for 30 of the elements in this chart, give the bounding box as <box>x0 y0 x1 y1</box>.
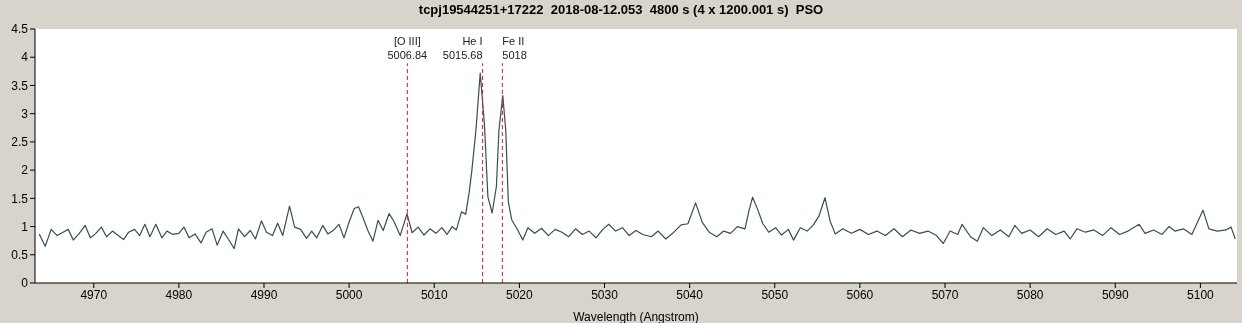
x-tick-label: 5080 <box>1016 287 1044 302</box>
y-tick-label: 4 <box>21 50 29 65</box>
y-tick-label: 3 <box>21 106 29 121</box>
x-tick-label: 5040 <box>676 287 704 302</box>
y-tick-label: 3.5 <box>11 78 29 93</box>
x-tick-label: 4970 <box>80 287 108 302</box>
y-tick-label: 1 <box>21 219 29 234</box>
y-tick-label: 1.5 <box>11 191 29 206</box>
line-series <box>38 72 1236 250</box>
x-axis-title: Wavelength (Angstrom) <box>573 310 699 323</box>
x-tick-label: 5030 <box>591 287 619 302</box>
x-tick-label: 5050 <box>761 287 789 302</box>
y-tick-label: 0 <box>21 276 29 291</box>
x-tick-label: 5010 <box>420 287 448 302</box>
x-tick-label: 5090 <box>1101 287 1129 302</box>
chart-title: tcpj19544251+17222 2018-08-12.053 4800 s (4 x 1200.001 s) PSO <box>417 2 825 17</box>
y-tick-label: 0.5 <box>11 248 29 263</box>
y-tick-label: 2 <box>21 163 29 178</box>
x-tick-label: 5020 <box>506 287 534 302</box>
x-tick-label: 5060 <box>846 287 874 302</box>
y-tick-label: 2.5 <box>11 135 29 150</box>
ref-line-label: [O III] 5006.84 <box>387 35 428 62</box>
x-tick-label: 5100 <box>1187 287 1215 302</box>
ref-line-label: Fe II 5018 <box>502 35 527 62</box>
ref-line-label: He I 5015.68 <box>442 35 483 62</box>
x-tick-label: 4980 <box>165 287 193 302</box>
x-tick-label: 4990 <box>250 287 278 302</box>
y-tick-label: 4.5 <box>11 22 29 37</box>
x-tick-label: 5000 <box>335 287 363 302</box>
x-tick-label: 5070 <box>931 287 959 302</box>
